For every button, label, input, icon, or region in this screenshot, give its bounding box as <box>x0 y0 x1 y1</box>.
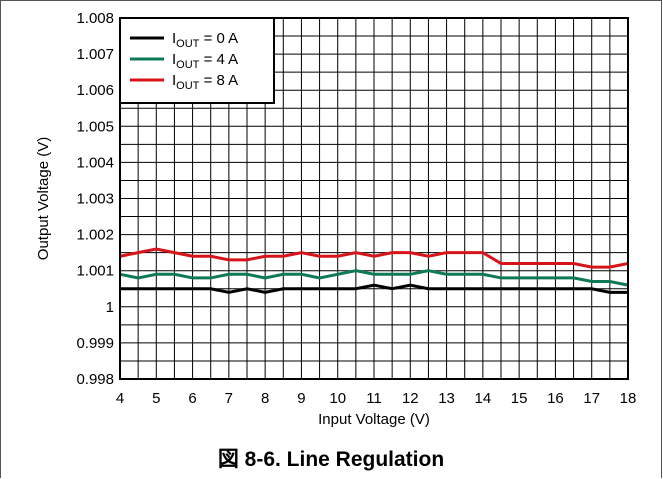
x-tick-label: 12 <box>402 390 419 407</box>
y-tick-label: 1 <box>106 299 114 316</box>
x-tick-label: 13 <box>438 390 455 407</box>
y-axis-label: Output Voltage (V) <box>35 137 52 260</box>
x-tick-label: 10 <box>329 390 346 407</box>
legend-label: IOUT = 0 A <box>172 30 238 50</box>
x-tick-label: 5 <box>152 390 160 407</box>
x-tick-label: 18 <box>620 390 637 407</box>
series-line-1 <box>119 269 629 287</box>
x-tick-label: 14 <box>475 390 492 407</box>
plot-border <box>119 17 629 380</box>
x-tick-label: 7 <box>225 390 233 407</box>
figure-caption: 図 8-6. Line Regulation <box>218 448 444 471</box>
x-tick-label: 17 <box>583 390 600 407</box>
x-tick-label: 8 <box>261 390 269 407</box>
x-tick-label: 11 <box>366 390 382 407</box>
x-tick-label: 16 <box>547 390 564 407</box>
x-tick-label: 15 <box>511 390 528 407</box>
y-tick-label: 1.006 <box>76 82 114 99</box>
series-lines <box>119 247 629 294</box>
y-tick-label: 1.002 <box>76 227 114 244</box>
y-tick-label: 1.001 <box>76 263 114 280</box>
x-tick-label: 6 <box>188 390 196 407</box>
y-tick-label: 0.998 <box>76 371 114 388</box>
x-axis-label: Input Voltage (V) <box>318 411 430 428</box>
x-tick-label: 9 <box>297 390 305 407</box>
x-tick-label: 4 <box>116 390 124 407</box>
y-tick-label: 1.004 <box>76 154 114 171</box>
y-tick-label: 1.005 <box>76 118 114 135</box>
y-tick-label: 1.008 <box>76 10 114 27</box>
x-tick-labels: 4 5 6 7 8 9 10 11 12 13 14 15 16 17 18 <box>116 390 637 407</box>
legend-label: IOUT = 8 A <box>172 72 238 92</box>
legend-label: IOUT = 4 A <box>172 51 238 71</box>
y-tick-labels: 0.998 0.999 1 1.001 1.002 1.003 1.004 1.005 1.00… <box>76 10 114 388</box>
y-tick-label: 0.999 <box>76 335 114 352</box>
y-tick-label: 1.003 <box>76 191 114 208</box>
y-tick-label: 1.007 <box>76 46 114 63</box>
series-line-2 <box>119 247 629 269</box>
series-line-0 <box>120 283 628 294</box>
